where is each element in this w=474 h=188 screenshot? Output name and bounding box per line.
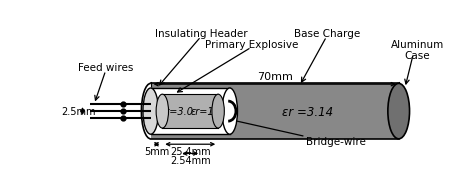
Text: 5mm: 5mm <box>144 146 169 157</box>
Text: 2.54mm: 2.54mm <box>170 156 210 166</box>
Bar <box>162 94 218 128</box>
Ellipse shape <box>156 94 169 128</box>
Text: Insulating Header: Insulating Header <box>155 29 247 39</box>
Ellipse shape <box>212 94 224 128</box>
Text: 70mm: 70mm <box>257 72 292 82</box>
Text: εr=3.0: εr=3.0 <box>161 107 193 117</box>
Text: Feed wires: Feed wires <box>78 63 134 73</box>
Text: Base Charge: Base Charge <box>293 29 360 39</box>
Text: Primary Explosive: Primary Explosive <box>205 39 298 49</box>
Ellipse shape <box>222 88 237 134</box>
Text: εr =3.14: εr =3.14 <box>282 106 333 119</box>
Text: Aluminum
Case: Aluminum Case <box>391 39 444 61</box>
Ellipse shape <box>143 88 158 134</box>
Text: 25.4mm: 25.4mm <box>170 146 210 157</box>
Ellipse shape <box>388 83 410 139</box>
Text: εr=17.0: εr=17.0 <box>191 107 230 117</box>
Bar <box>151 83 399 139</box>
Bar <box>151 88 230 134</box>
Text: 2.5mm: 2.5mm <box>61 107 95 117</box>
Text: Bridge-wire: Bridge-wire <box>306 136 365 146</box>
